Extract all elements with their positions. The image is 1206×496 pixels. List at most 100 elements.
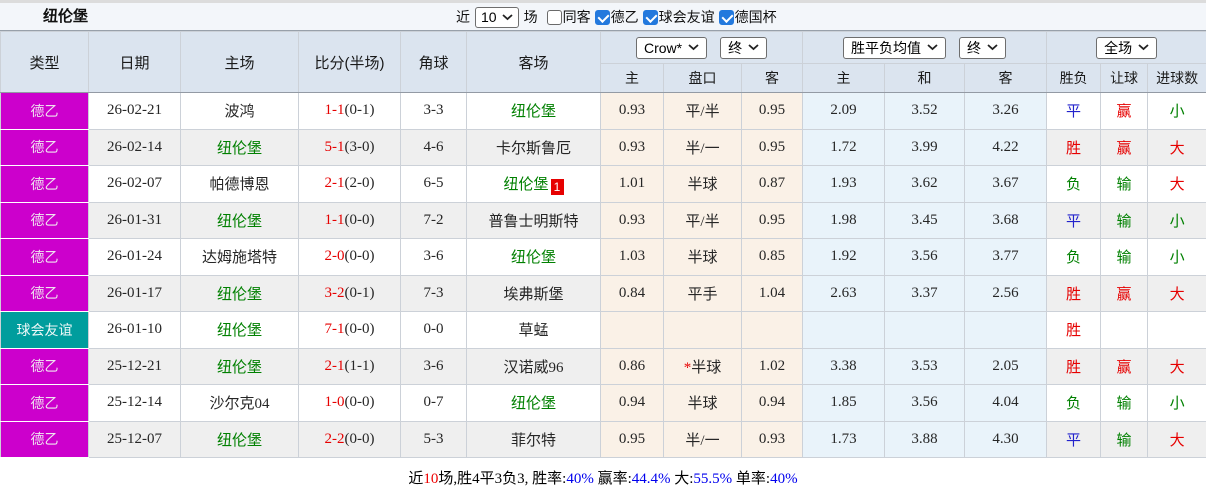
filter-checkbox-item[interactable]: 球会友谊: [642, 7, 715, 27]
league-type-cell: 德乙: [0, 420, 89, 458]
handicap-result-cell: 输: [1100, 420, 1149, 458]
checkbox-label: 同客: [562, 9, 591, 25]
checkbox-checked-icon[interactable]: [642, 9, 658, 25]
asian-home-odds-cell: 0.86: [600, 347, 664, 385]
topbar: 纽伦堡 近 10 场 同客 德乙 球会友谊 德国杯: [0, 3, 1206, 31]
match-date-cell: 26-01-24: [88, 238, 181, 276]
fulltime-score: 5-1: [324, 138, 345, 155]
fulltime-score: 7-1: [324, 321, 345, 338]
matches-suffix-label: 场: [523, 9, 538, 25]
euro-away-odds-cell: 3.77: [964, 238, 1048, 276]
checkbox-checked-icon[interactable]: [718, 9, 734, 25]
match-row: 德乙 25-12-07 纽伦堡 2-2(0-0) 5-3 菲尔特 0.95 半/一 0.93 1.…: [0, 420, 1206, 458]
euro-home-odds-cell: 1.92: [802, 238, 886, 276]
match-row: 德乙 25-12-21 纽伦堡 2-1(1-1) 3-6 汉诺威96 0.86 *半球 1.02…: [0, 347, 1206, 385]
match-date-cell: 26-01-17: [88, 274, 181, 312]
chevron-down-icon: [501, 13, 513, 20]
score-cell: 3-2(0-1): [298, 274, 401, 312]
sub-header-goals: 进球数: [1147, 63, 1206, 93]
fulltime-score: 2-0: [324, 248, 345, 265]
corner-cell: 3-6: [400, 238, 467, 276]
home-team-cell: 波鸿: [180, 92, 299, 130]
asian-home-odds-cell: 1.01: [600, 165, 664, 203]
home-team-cell: 纽伦堡: [180, 274, 299, 312]
home-team-name: 纽伦堡: [216, 432, 262, 449]
euro-away-odds-cell: 4.30: [964, 420, 1048, 458]
league-type-cell: 德乙: [0, 92, 89, 130]
asian-home-odds-cell: 0.94: [600, 384, 664, 422]
euro-odds-group-header: 胜平负均值 终: [802, 31, 1048, 64]
footer-stat-segment: 55.5%: [693, 470, 733, 487]
away-team-cell: 纽伦堡 1: [466, 165, 601, 203]
asian-handicap-cell: 平手: [663, 274, 742, 312]
euro-stage-select[interactable]: 终: [959, 36, 1007, 59]
euro-draw-odds-cell: 3.56: [884, 238, 966, 276]
asian-handicap-cell: *半球: [663, 347, 742, 385]
halftime-score: (0-0): [344, 211, 375, 228]
corner-cell: 7-3: [400, 274, 467, 312]
home-team-name: 纽伦堡: [216, 286, 262, 303]
checkbox-unchecked-icon[interactable]: [546, 9, 562, 25]
match-row: 德乙 26-02-07 帕德博恩 2-1(2-0) 6-5 纽伦堡 1 1.01 半球 0.87 1…: [0, 165, 1206, 203]
away-team-name: 纽伦堡: [510, 104, 556, 121]
match-row: 德乙 26-01-17 纽伦堡 3-2(0-1) 7-3 埃弗斯堡 0.84 平手 1.04 2.…: [0, 274, 1206, 312]
league-type-cell: 德乙: [0, 347, 89, 385]
home-team-name: 沙尔克04: [209, 396, 270, 413]
halftime-score: (0-0): [344, 394, 375, 411]
euro-away-odds-cell: [964, 311, 1048, 349]
euro-draw-odds-cell: 3.52: [884, 92, 966, 130]
euro-away-odds-cell: 4.22: [964, 128, 1048, 166]
home-team-cell: 帕德博恩: [180, 165, 299, 203]
asian-away-odds-cell: 0.87: [740, 165, 804, 203]
euro-away-odds-cell: 4.04: [964, 384, 1048, 422]
result-cell: 负: [1046, 238, 1102, 276]
euro-home-odds-cell: 3.38: [802, 347, 886, 385]
summary-stats-bar: 近10场,胜4平3负3, 胜率:40% 赢率:44.4% 大:55.5% 单率:…: [0, 458, 1206, 496]
sub-header-result: 胜负: [1046, 63, 1102, 93]
score-cell: 7-1(0-0): [298, 311, 401, 349]
halftime-score: (0-1): [344, 284, 375, 301]
filter-checkbox-item[interactable]: 同客: [546, 7, 591, 27]
asian-handicap-cell: 半/一: [663, 420, 742, 458]
league-type-cell: 德乙: [0, 384, 89, 422]
corner-cell: 6-5: [400, 165, 467, 203]
footer-stat-segment: 单率:: [732, 470, 771, 487]
euro-home-odds-cell: 1.93: [802, 165, 886, 203]
chevron-down-icon: [927, 44, 938, 51]
sub-header-euro-away: 客: [964, 63, 1048, 93]
asian-stage-select[interactable]: 终: [720, 36, 768, 59]
euro-draw-odds-cell: 3.62: [884, 165, 966, 203]
away-team-name: 菲尔特: [510, 432, 556, 449]
score-cell: 2-2(0-0): [298, 420, 401, 458]
result-group-header: 全场: [1046, 31, 1206, 64]
score-cell: 2-1(2-0): [298, 165, 401, 203]
score-cell: 2-0(0-0): [298, 238, 401, 276]
sub-header-handicap: 让球: [1100, 63, 1149, 93]
match-date-cell: 26-01-10: [88, 311, 181, 349]
halftime-score: (0-0): [344, 321, 375, 338]
bookmaker-select[interactable]: Crow*: [635, 36, 708, 59]
asian-handicap-cell: 半球: [663, 384, 742, 422]
filter-checkbox-item[interactable]: 德国杯: [718, 7, 777, 27]
euro-stage-select-value: 终: [967, 39, 982, 56]
recent-count-select[interactable]: 10: [475, 6, 519, 28]
red-card-badge: 1: [550, 178, 564, 195]
match-row: 球会友谊 26-01-10 纽伦堡 7-1(0-0) 0-0 草蜢胜: [0, 311, 1206, 349]
asian-away-odds-cell: 0.94: [740, 384, 804, 422]
home-team-name: 纽伦堡: [216, 140, 262, 157]
chevron-down-icon: [748, 44, 759, 51]
footer-stat-segment: 10: [423, 470, 439, 487]
league-type-cell: 德乙: [0, 238, 89, 276]
filter-checkbox-item[interactable]: 德乙: [594, 7, 639, 27]
euro-average-select[interactable]: 胜平负均值: [843, 36, 947, 59]
asian-stage-select-value: 终: [728, 39, 743, 56]
away-team-cell: 草蜢: [466, 311, 601, 349]
corner-cell: 3-3: [400, 92, 467, 130]
handicap-result-cell: 输: [1100, 384, 1149, 422]
asian-home-odds-cell: 0.93: [600, 201, 664, 239]
corner-cell: 4-6: [400, 128, 467, 166]
halftime-score: (2-0): [344, 175, 375, 192]
checkbox-checked-icon[interactable]: [594, 9, 610, 25]
scope-select[interactable]: 全场: [1096, 36, 1158, 59]
sub-header-euro-home: 主: [802, 63, 886, 93]
